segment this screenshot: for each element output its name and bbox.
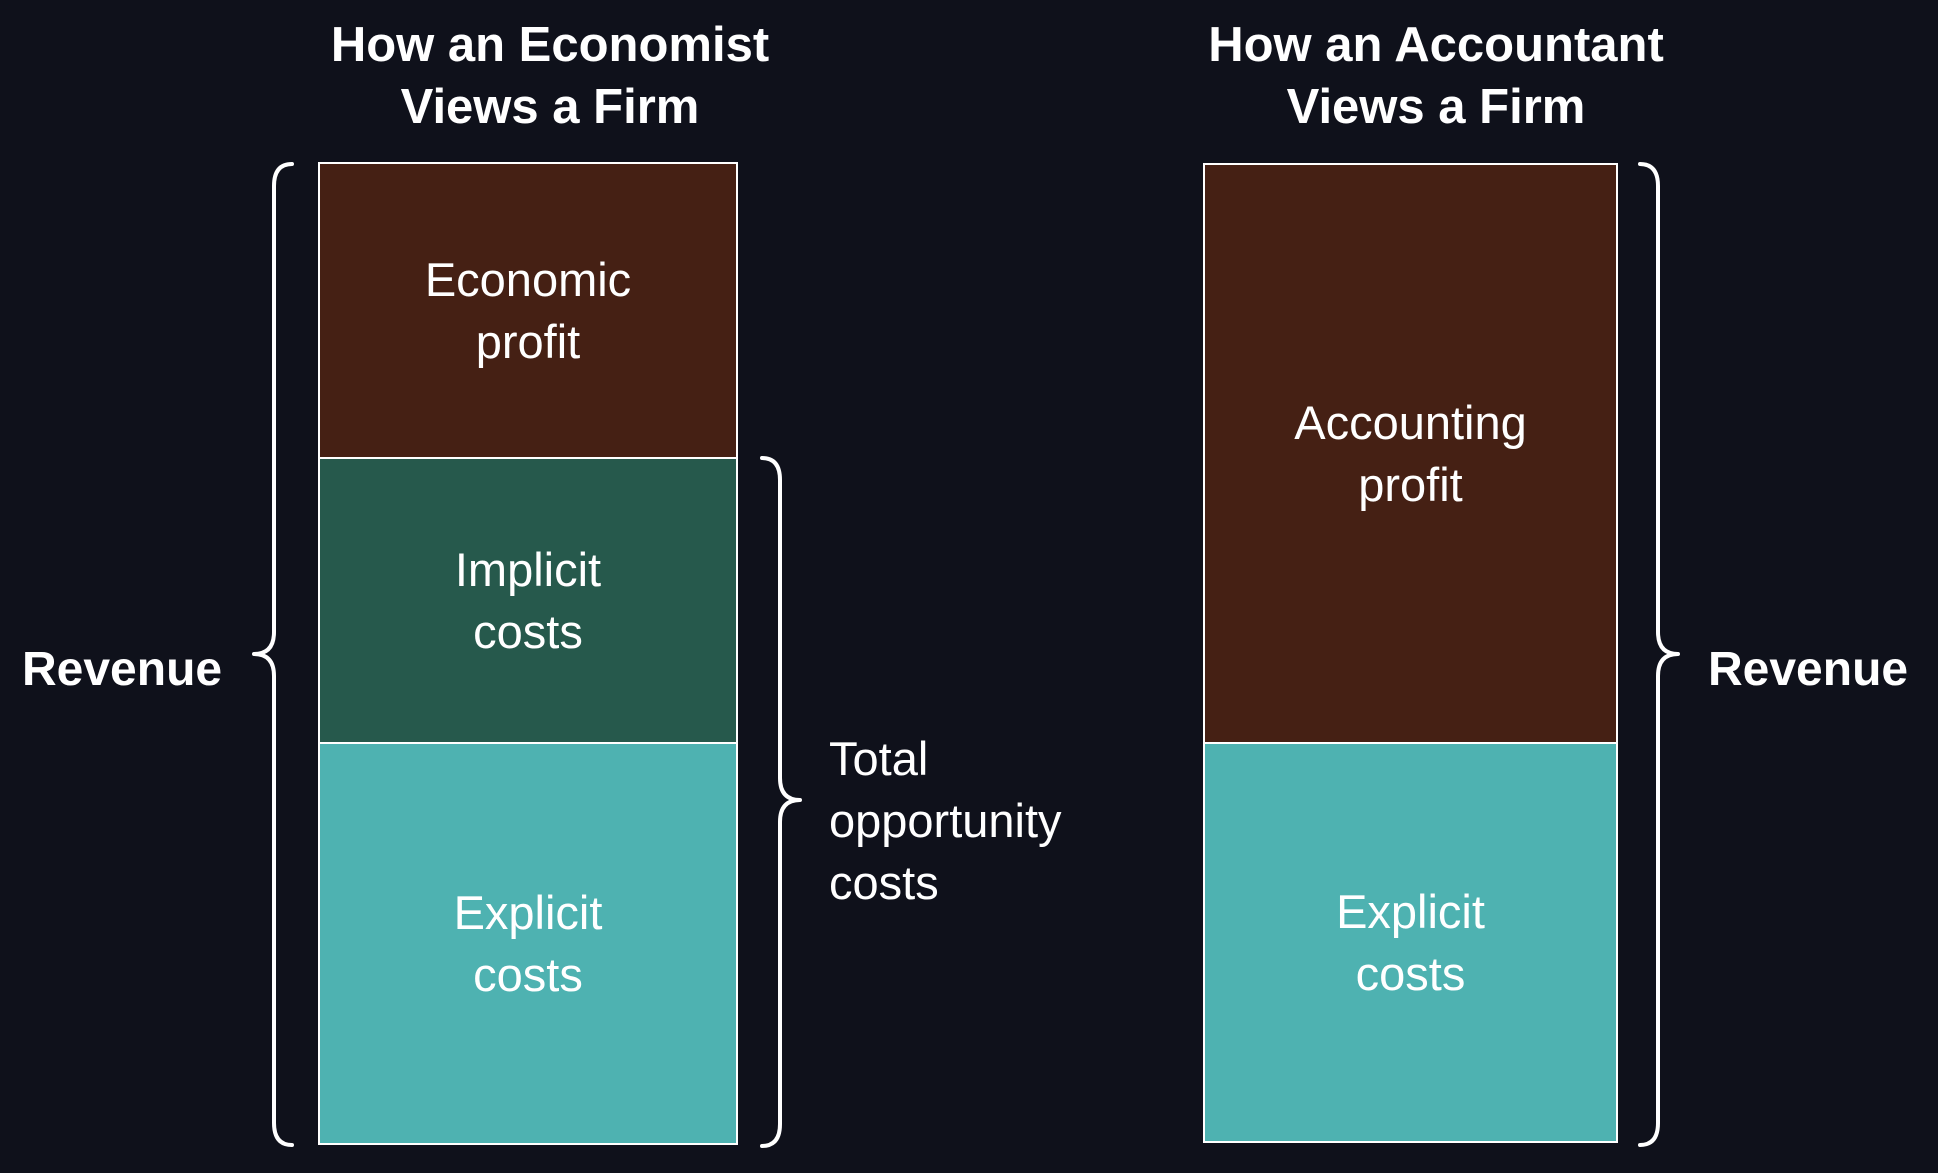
economist-revenue-label: Revenue xyxy=(22,643,223,696)
implicit-costs-block: Implicit costs xyxy=(318,457,738,744)
accountant-heading: How an Accountant Views a Firm xyxy=(1208,18,1664,134)
economist-revenue-brace xyxy=(252,162,294,1147)
economist-explicit-costs-label: Explicit costs xyxy=(453,885,603,1001)
accounting-profit-label: Accounting profit xyxy=(1294,395,1527,511)
accountant-revenue-label: Revenue xyxy=(1708,643,1909,696)
accounting-profit-block: Accounting profit xyxy=(1203,163,1618,744)
economic-profit-label: Economic profit xyxy=(424,252,632,368)
opportunity-costs-brace xyxy=(760,456,802,1148)
economic-profit-block: Economic profit xyxy=(318,162,738,459)
economist-heading: How an Economist Views a Firm xyxy=(330,18,770,134)
accountant-explicit-costs-block: Explicit costs xyxy=(1203,742,1618,1143)
implicit-costs-label: Implicit costs xyxy=(454,542,602,658)
economist-explicit-costs-block: Explicit costs xyxy=(318,742,738,1145)
accountant-explicit-costs-label: Explicit costs xyxy=(1336,884,1485,1000)
total-opportunity-costs-label: Total opportunity costs xyxy=(829,732,1062,909)
accountant-revenue-brace xyxy=(1638,162,1680,1147)
